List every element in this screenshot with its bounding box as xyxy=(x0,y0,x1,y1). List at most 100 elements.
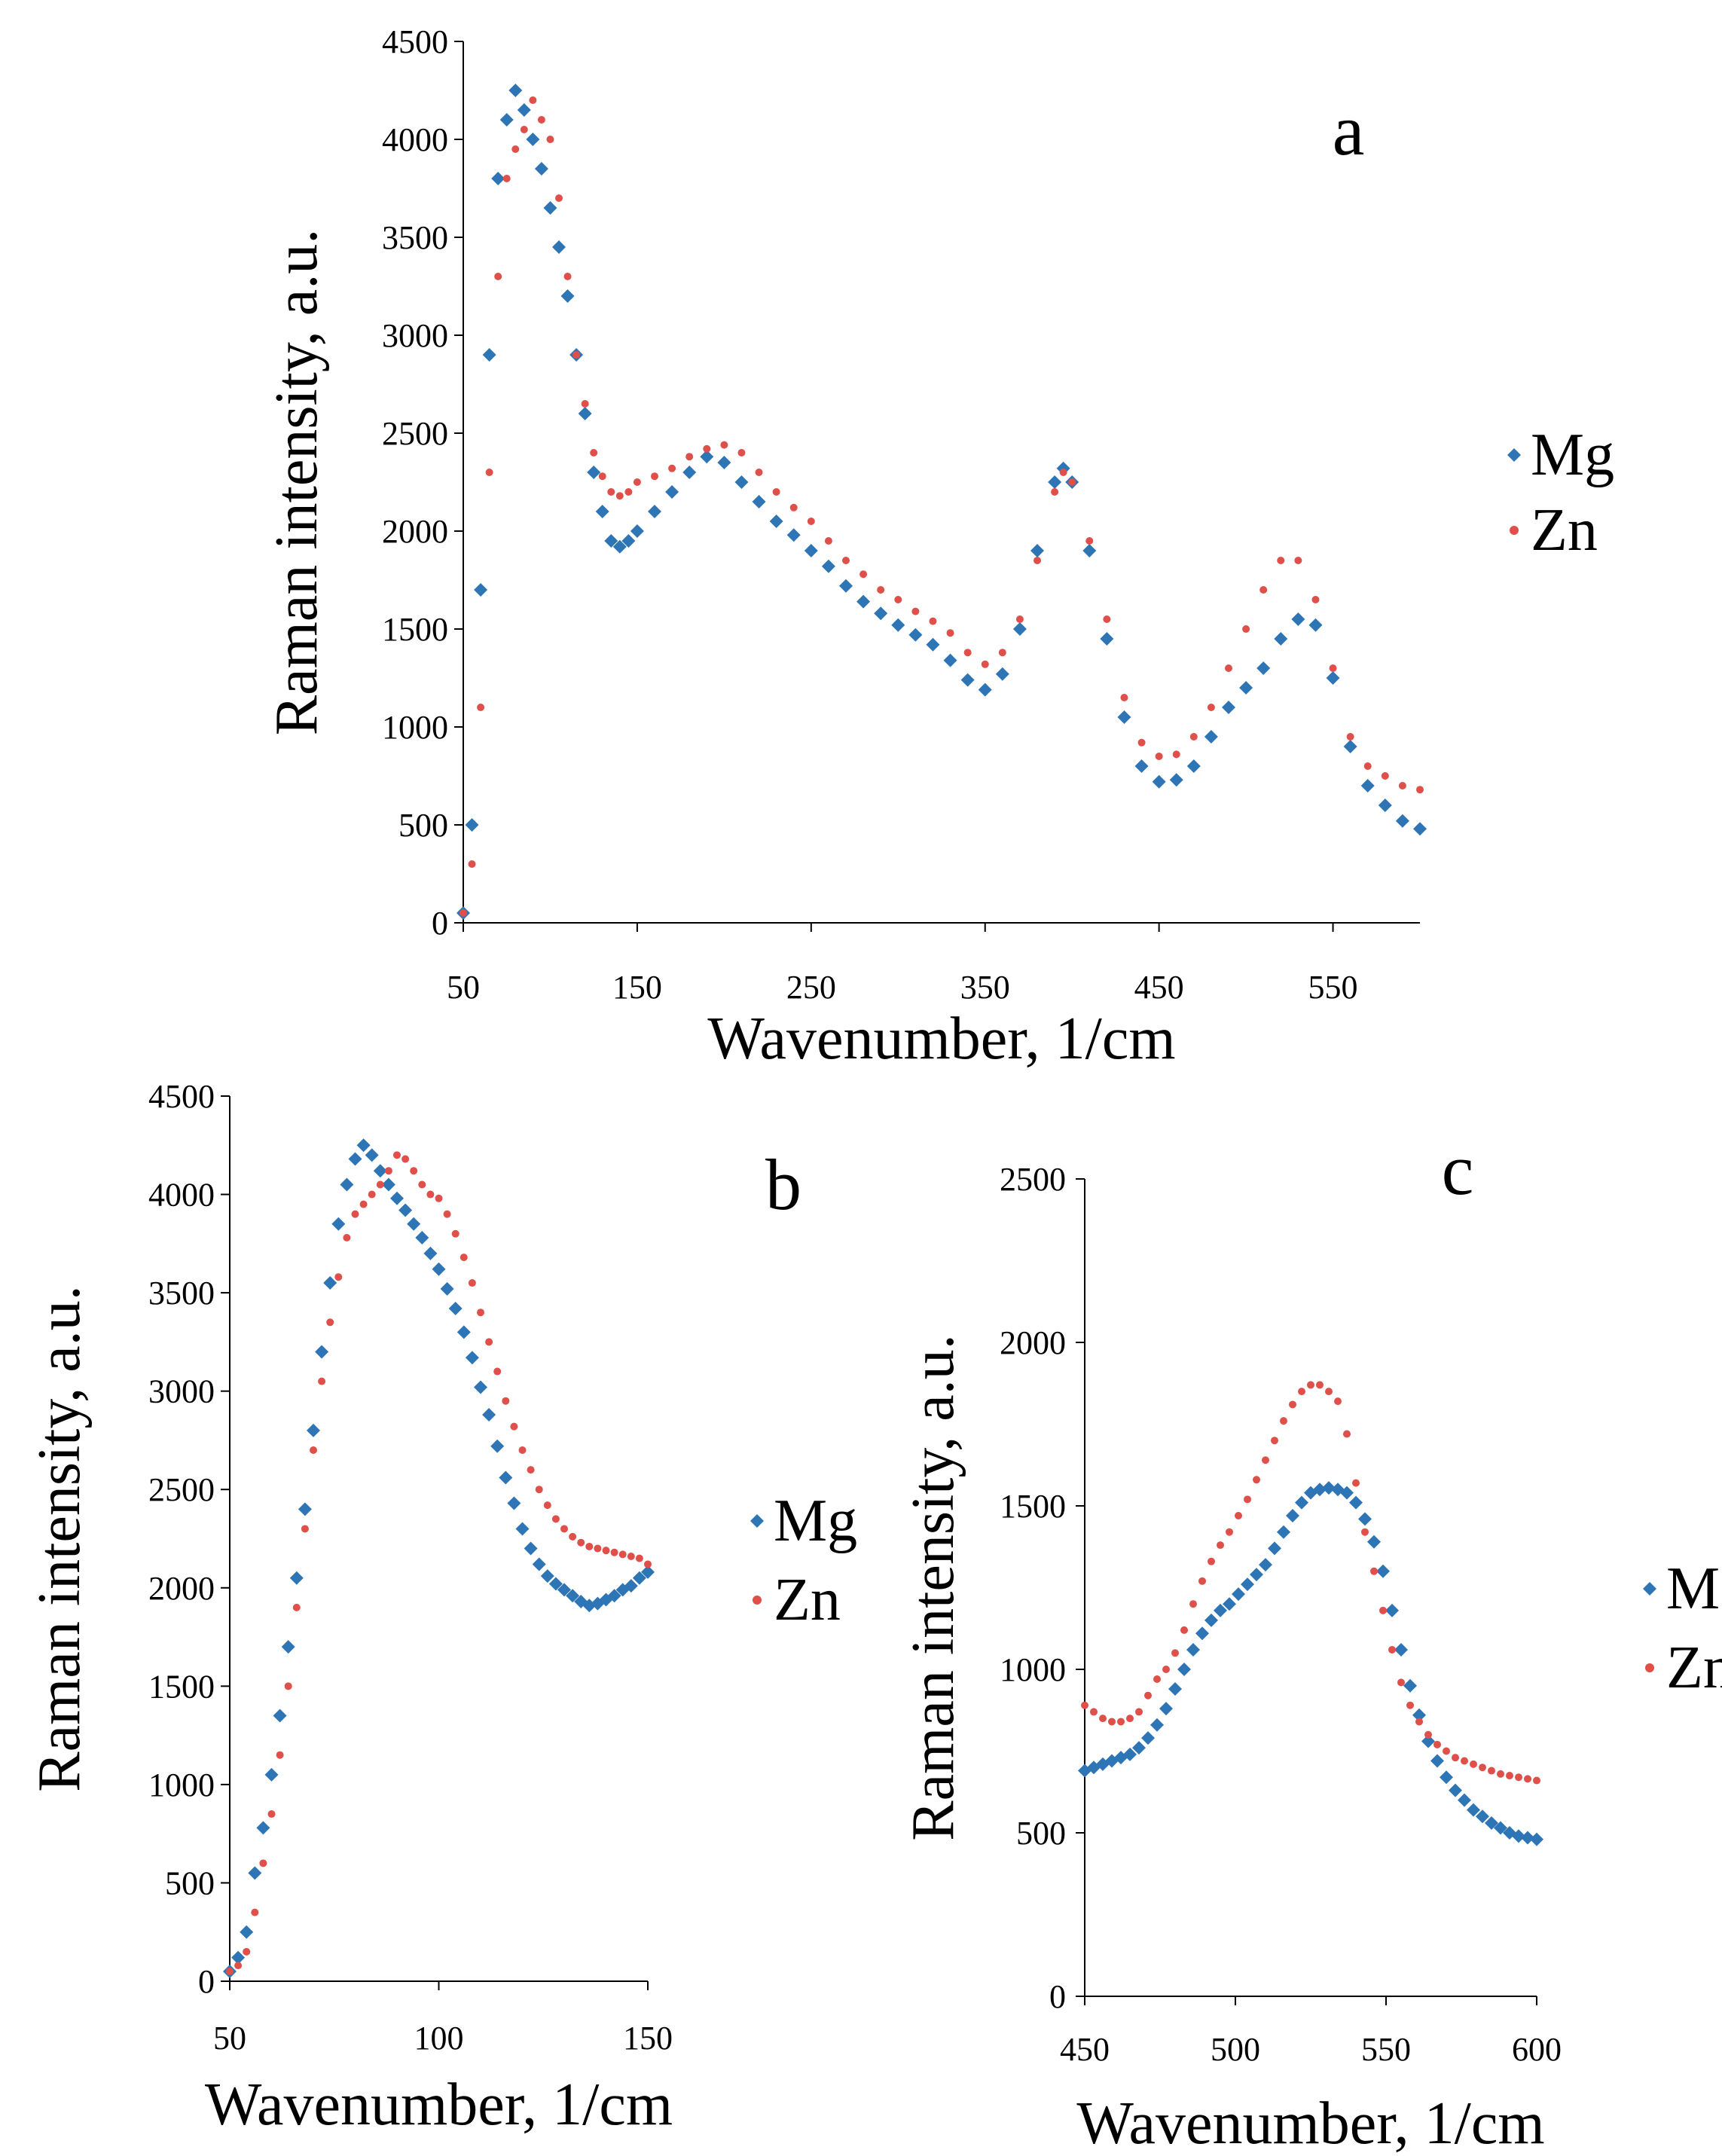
y-tick-label: 3500 xyxy=(382,219,448,256)
point-zn xyxy=(585,1542,594,1550)
point-mg xyxy=(490,1439,505,1453)
panel-a: 0 500 1000 1500 2000 2500 3000 3500 4000 4500 50 15… xyxy=(264,23,1614,1072)
point-zn xyxy=(1416,786,1424,794)
point-mg xyxy=(1222,701,1235,714)
legend-marker-mg xyxy=(750,1514,764,1528)
point-zn xyxy=(1103,615,1111,623)
point-zn xyxy=(1207,704,1215,711)
point-mg xyxy=(1286,1509,1299,1523)
point-zn xyxy=(310,1446,317,1454)
point-mg xyxy=(440,1281,454,1296)
point-mg xyxy=(1467,1803,1480,1817)
y-tick-label: 0 xyxy=(198,1963,215,2000)
point-mg xyxy=(1313,1483,1327,1497)
point-mg xyxy=(786,528,801,542)
point-zn xyxy=(359,1200,368,1208)
point-zn xyxy=(1381,772,1389,780)
x-tick-label: 550 xyxy=(1308,969,1358,1006)
point-zn xyxy=(1244,1495,1251,1504)
x-tick-label: 150 xyxy=(623,2020,673,2057)
panel-letter: b xyxy=(765,1144,801,1225)
point-zn xyxy=(1172,750,1180,759)
point-zn xyxy=(234,1962,243,1970)
y-tick-label: 2000 xyxy=(148,1570,215,1607)
y-tick-label: 2000 xyxy=(1000,1324,1066,1361)
point-zn xyxy=(1117,1718,1125,1726)
point-mg xyxy=(1030,544,1044,557)
point-mg xyxy=(665,485,679,499)
point-zn xyxy=(1307,1381,1314,1389)
point-mg xyxy=(474,583,488,597)
point-mg xyxy=(1168,1682,1182,1696)
point-zn xyxy=(1443,1747,1450,1755)
point-zn xyxy=(494,273,502,280)
point-zn xyxy=(460,1254,468,1262)
point-mg xyxy=(248,1866,262,1880)
point-mg xyxy=(499,113,514,127)
point-mg xyxy=(1367,1535,1381,1549)
point-zn xyxy=(1137,738,1146,747)
x-axis-label: Wavenumber, 1/cm xyxy=(205,2072,673,2138)
point-zn xyxy=(1452,1754,1459,1762)
y-tick-label: 2000 xyxy=(382,513,448,550)
point-zn xyxy=(1099,1715,1107,1723)
legend-label-mg: Mg xyxy=(1531,422,1614,488)
point-mg xyxy=(474,1380,487,1394)
point-mg xyxy=(499,1470,513,1485)
point-zn xyxy=(551,1515,560,1523)
point-mg xyxy=(1412,1708,1426,1722)
point-zn xyxy=(590,449,598,457)
x-axis-label: Wavenumber, 1/cm xyxy=(707,1006,1175,1072)
point-zn xyxy=(1497,1770,1504,1778)
point-zn xyxy=(1398,782,1406,789)
x-tick-label: 150 xyxy=(612,969,662,1006)
panel-letter: c xyxy=(1442,1129,1474,1210)
point-zn xyxy=(1051,488,1059,496)
legend-label-zn: Zn xyxy=(1531,497,1598,563)
point-zn xyxy=(737,449,746,457)
point-zn xyxy=(651,472,658,481)
y-tick-label: 1000 xyxy=(148,1767,215,1803)
point-mg xyxy=(543,201,557,215)
point-mg xyxy=(595,505,609,518)
point-zn xyxy=(326,1318,334,1327)
point-mg xyxy=(315,1345,329,1359)
point-mg xyxy=(1159,1702,1173,1716)
point-zn xyxy=(1144,1691,1152,1699)
point-zn xyxy=(401,1155,410,1163)
legend-marker-mg xyxy=(1507,448,1521,462)
point-mg xyxy=(289,1571,304,1585)
point-mg xyxy=(1385,1603,1399,1617)
point-zn xyxy=(318,1377,326,1385)
y-tick-label: 1000 xyxy=(1000,1651,1066,1688)
point-mg xyxy=(604,534,618,548)
point-zn xyxy=(981,660,989,668)
point-mg xyxy=(566,1589,580,1603)
point-mg xyxy=(548,1577,563,1591)
legend-label-zn: Zn xyxy=(774,1567,841,1633)
legend-marker-zn xyxy=(753,1596,762,1605)
point-mg xyxy=(1394,1642,1408,1657)
point-mg xyxy=(1494,1821,1507,1835)
point-mg xyxy=(630,524,644,538)
point-zn xyxy=(301,1525,309,1533)
point-zn xyxy=(577,1538,585,1547)
point-zn xyxy=(393,1151,401,1159)
point-mg xyxy=(621,534,636,548)
point-zn xyxy=(493,1367,502,1376)
point-mg xyxy=(515,1522,530,1536)
y-tick-label: 1500 xyxy=(382,611,448,648)
point-mg xyxy=(323,1276,337,1290)
y-tick-label: 2500 xyxy=(1000,1161,1066,1198)
point-mg xyxy=(552,240,566,254)
point-mg xyxy=(804,544,818,557)
point-mg xyxy=(1291,612,1305,626)
point-mg xyxy=(1349,1495,1363,1510)
point-zn xyxy=(1208,1557,1215,1565)
x-axis-label: Wavenumber, 1/cm xyxy=(1076,2090,1544,2156)
point-zn xyxy=(226,1967,234,1975)
point-mg xyxy=(978,683,992,697)
point-zn xyxy=(451,1229,460,1238)
point-mg xyxy=(821,559,835,573)
point-mg xyxy=(1421,1734,1435,1748)
